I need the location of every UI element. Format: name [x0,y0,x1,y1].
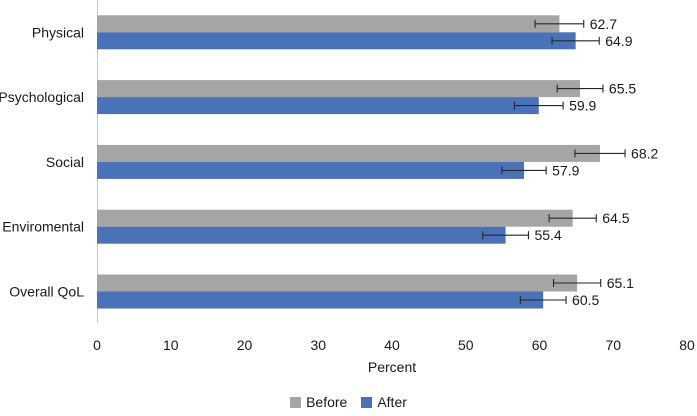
bar-after-psychological [97,97,539,115]
legend-swatch-before [290,396,302,408]
x-tick-label-70: 70 [605,337,621,353]
bar-before-social [97,144,600,162]
x-tick-label-0: 0 [93,337,101,353]
x-tick-label-80: 80 [679,337,695,353]
bar-after-overall-qol [97,291,544,309]
x-tick-label-30: 30 [310,337,326,353]
legend-item-after: After [361,394,407,410]
bar-after-enviromental [97,226,506,244]
bar-before-physical [97,15,560,33]
category-label-overall-qol: Overall QoL [9,284,84,300]
x-tick-label-10: 10 [163,337,179,353]
legend-item-before: Before [290,394,347,410]
bar-before-psychological [97,80,581,98]
chart-legend: Before After [0,394,697,410]
legend-label-after: After [377,394,407,410]
value-label-before-psychological: 65.5 [609,81,636,97]
bar-after-physical [97,32,576,50]
value-label-after-physical: 64.9 [605,33,632,49]
x-tick-label-40: 40 [384,337,400,353]
x-tick-label-20: 20 [237,337,253,353]
value-label-after-social: 57.9 [552,162,579,178]
category-label-social: Social [46,154,84,170]
bar-after-social [97,161,525,179]
category-label-enviromental: Enviromental [2,219,84,235]
category-label-physical: Physical [32,24,84,40]
value-label-before-overall-qol: 65.1 [607,275,634,291]
bar-before-enviromental [97,209,573,227]
legend-swatch-after [361,396,373,408]
value-label-before-physical: 62.7 [590,16,617,32]
legend-label-before: Before [306,394,348,410]
value-label-before-enviromental: 64.5 [602,210,629,226]
category-label-psychological: Psychological [0,89,84,105]
value-label-before-social: 68.2 [631,145,658,161]
bar-before-overall-qol [97,274,578,292]
x-axis-title: Percent [368,359,416,375]
x-tick-label-50: 50 [458,337,474,353]
value-label-after-psychological: 59.9 [569,98,596,114]
value-label-after-overall-qol: 60.5 [572,292,599,308]
value-label-after-enviromental: 55.4 [534,227,561,243]
x-tick-label-60: 60 [532,337,548,353]
